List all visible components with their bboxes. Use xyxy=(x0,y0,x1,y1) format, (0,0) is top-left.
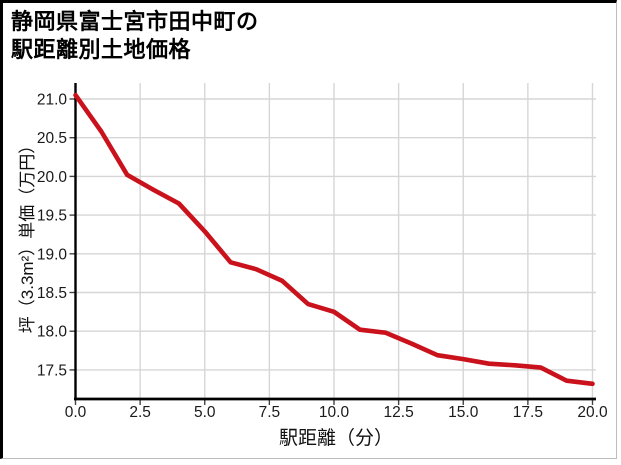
y-tick-label: 19.0 xyxy=(37,246,68,263)
y-tick-label: 18.0 xyxy=(37,324,68,341)
y-tick-label: 18.5 xyxy=(37,285,67,302)
x-tick-label: 0.0 xyxy=(65,404,87,421)
x-tick-label: 2.5 xyxy=(129,404,151,421)
x-tick-label: 5.0 xyxy=(194,404,216,421)
y-tick-label: 21.0 xyxy=(37,92,68,109)
y-tick-label: 20.5 xyxy=(37,130,67,147)
x-axis-label: 駅距離（分） xyxy=(278,428,393,449)
y-tick-label: 17.5 xyxy=(37,362,67,379)
y-tick-label: 19.5 xyxy=(37,208,67,225)
y-tick-label: 20.0 xyxy=(37,169,68,186)
x-tick-label: 20.0 xyxy=(577,404,608,421)
x-tick-label: 10.0 xyxy=(319,404,350,421)
x-tick-label: 15.0 xyxy=(448,404,479,421)
y-axis-label: 坪（3.3m²）単価（万円） xyxy=(18,136,37,334)
chart-title-line1: 静岡県富士宮市田中町の xyxy=(11,9,259,34)
x-tick-label: 12.5 xyxy=(384,404,414,421)
chart-title-line2: 駅距離別土地価格 xyxy=(11,37,192,62)
x-tick-label: 17.5 xyxy=(513,404,543,421)
chart-title: 静岡県富士宮市田中町の 駅距離別土地価格 xyxy=(11,8,259,64)
price-line-series xyxy=(73,92,595,387)
x-tick-label: 7.5 xyxy=(259,404,281,421)
